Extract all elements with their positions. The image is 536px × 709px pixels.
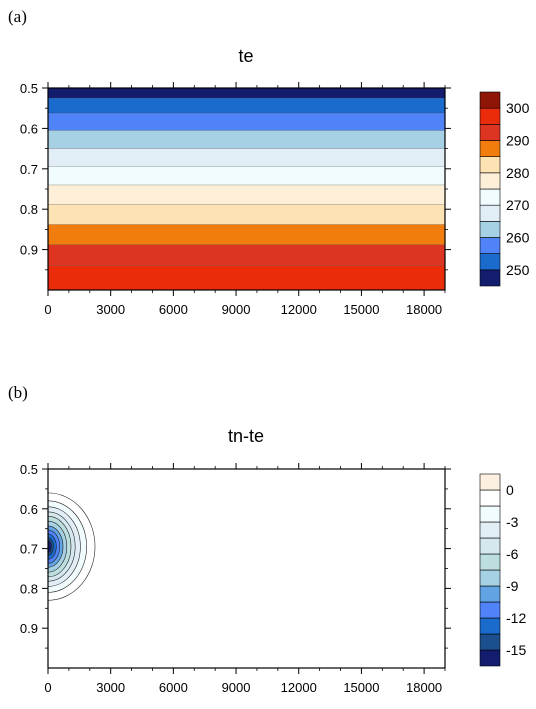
colorbar-segment [479,253,501,271]
x-tick-label: 6000 [159,302,188,317]
colorbar-label: 0 [506,482,514,498]
x-tick-label: 3000 [96,680,125,695]
colorbar-segment [479,204,501,222]
colorbar-segment [479,569,501,587]
heatmap-bands-a [48,88,445,290]
x-tick-label: 15000 [343,680,379,695]
chart-title-a: te [238,46,253,66]
colorbar-label: -9 [506,578,519,594]
colorbar-segment [479,156,501,174]
colorbar-label: 250 [506,262,530,278]
colorbar-segment [479,140,501,157]
colorbar-label: 260 [506,230,530,246]
heatmap-band [48,166,445,185]
panel-b: (b) tn-te 0 3000 6000 9000 12000 15000 18000 0… [0,383,526,695]
panel-a: (a) te 0 3000 6000 9000 12000 15000 18000 0.50… [8,7,530,317]
colorbar-segment [479,221,501,238]
heatmap-band [48,224,445,245]
colorbar-segment [479,601,501,619]
x-tick-label: 0 [44,302,51,317]
y-axis-a: 0.5 0.6 0.7 0.8 0.9 [20,81,451,271]
colorbar-segment [479,537,501,555]
x-tick-label: 18000 [406,680,442,695]
x-tick-label: 18000 [406,302,442,317]
y-tick-label: 0.7 [20,162,38,177]
colorbar-label: -3 [506,514,519,530]
colorbar-segment [479,505,501,523]
colorbar-label: -12 [506,610,526,626]
heatmap-band [48,88,445,99]
x-tick-label: 12000 [281,302,317,317]
colorbar-segment [479,107,501,125]
y-tick-label: 0.9 [20,243,38,258]
x-tick-label: 3000 [96,302,125,317]
y-tick-label: 0.9 [20,621,38,636]
x-tick-label: 15000 [343,302,379,317]
y-tick-label: 0.6 [20,502,38,517]
x-tick-label: 9000 [222,680,251,695]
x-tick-label: 12000 [281,680,317,695]
heatmap-band [48,204,445,225]
colorbar-segment [479,172,501,190]
colorbar-segment [479,649,501,667]
colorbar-segment [479,521,501,539]
y-tick-label: 0.8 [20,581,38,596]
heatmap-band [48,148,445,167]
heatmap-band [48,130,445,149]
colorbar-label: -15 [506,642,526,658]
contour-anomaly-b [0,467,445,670]
x-tick-label: 6000 [159,680,188,695]
y-tick-label: 0.7 [20,542,38,557]
y-axis-b: 0.5 0.6 0.7 0.8 0.9 [20,462,451,649]
colorbar-a: 250 260 270 280 290 300 [479,91,530,287]
colorbar-label: 270 [506,197,530,213]
plot-background [48,469,445,668]
panel-label-a: (a) [8,7,27,26]
colorbar-segment [479,473,501,491]
colorbar-segment [479,237,501,254]
colorbar-label: 290 [506,133,530,149]
heatmap-band [48,113,445,131]
y-tick-label: 0.6 [20,121,38,136]
x-axis-a: 0 3000 6000 9000 12000 15000 18000 [44,82,446,317]
x-tick-label: 9000 [222,302,251,317]
panel-label-b: (b) [8,383,28,402]
colorbar-segment [479,188,501,206]
y-tick-label: 0.8 [20,202,38,217]
colorbar-segment [479,585,501,603]
colorbar-segment [479,633,501,651]
y-tick-label: 0.5 [20,81,38,96]
colorbar-segment [479,489,501,507]
colorbar-segment [479,553,501,571]
heatmap-band [48,98,445,114]
plot-clip-mask [0,467,48,670]
colorbar-segment [479,269,501,287]
x-axis-b: 0 3000 6000 9000 12000 15000 18000 [44,463,446,695]
colorbar-segment [479,91,501,109]
colorbar-segment [479,124,501,141]
heatmap-band [48,184,445,205]
colorbar-segment [479,617,501,635]
colorbar-label: 300 [506,100,530,116]
colorbar-label: -6 [506,546,519,562]
colorbar-b: -15 -12 -9 -6 -3 0 [479,473,526,667]
y-tick-label: 0.5 [20,462,38,477]
heatmap-band [48,265,445,290]
colorbar-label: 280 [506,165,530,181]
heatmap-band [48,244,445,266]
chart-title-b: tn-te [228,426,264,446]
x-tick-label: 0 [44,680,51,695]
